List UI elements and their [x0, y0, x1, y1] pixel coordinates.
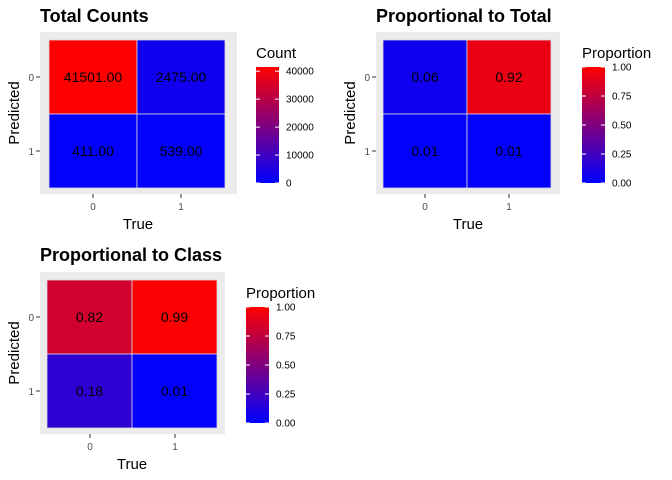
legend-title: Proportion [246, 285, 315, 302]
legend-tick-label: 10000 [286, 151, 314, 162]
color-legend: Proportion 0.00 0.25 0.50 0.75 1.00 [246, 285, 315, 430]
legend-tick-label: 0.50 [276, 361, 296, 372]
color-legend: Count 0 10000 20000 30000 40000 [256, 45, 314, 190]
legend-colorbar [256, 67, 279, 183]
legend-ticks: 0.00 0.25 0.50 0.75 1.00 [246, 303, 296, 430]
legend-colorbar [582, 67, 605, 183]
x-tick-label: 0 [422, 202, 428, 213]
heatmap-cell [46, 279, 133, 355]
legend-tick-label: 0.75 [612, 92, 632, 103]
y-axis-title: Predicted [6, 321, 23, 384]
cell-value-label: 0.01 [495, 143, 522, 159]
heatmap-cell [131, 353, 218, 429]
legend-tick-label: 0.25 [276, 390, 296, 401]
panel-title: Proportional to Total [376, 6, 552, 26]
heatmap-panel-proportional-to-class: Proportional to Class 0.82 0.99 0.18 0.01 0… [6, 245, 315, 473]
legend-tick-label: 30000 [286, 95, 314, 106]
legend-ticks: 0.00 0.25 0.50 0.75 1.00 [582, 63, 632, 190]
heatmap-cells: 41501.00 2475.00 411.00 539.00 [48, 39, 226, 189]
x-tick-label: 1 [506, 202, 512, 213]
heatmap-cell [466, 113, 552, 189]
cell-value-label: 0.01 [161, 383, 188, 399]
legend-tick-label: 0.00 [612, 179, 632, 190]
cell-value-label: 0.18 [76, 383, 103, 399]
x-tick-label: 1 [172, 442, 178, 453]
legend-tick-label: 0.25 [612, 150, 632, 161]
heatmap-cell [466, 39, 552, 115]
x-axis-title: True [123, 216, 153, 233]
heatmap-cells: 0.82 0.99 0.18 0.01 [46, 279, 218, 429]
legend-tick-label: 40000 [286, 67, 314, 78]
legend-tick-label: 1.00 [276, 303, 296, 314]
heatmap-cell [136, 39, 226, 115]
y-tick-label: 0 [28, 73, 34, 84]
heatmap-cell [48, 39, 138, 115]
heatmap-cell [48, 113, 138, 189]
y-tick-label: 1 [28, 147, 34, 158]
legend-tick-label: 20000 [286, 123, 314, 134]
x-tick-label: 1 [178, 202, 184, 213]
heatmap-cell [382, 113, 468, 189]
legend-tick-label: 1.00 [612, 63, 632, 74]
legend-ticks: 0 10000 20000 30000 40000 [256, 67, 314, 190]
legend-tick-label: 0 [286, 179, 292, 190]
cell-value-label: 0.06 [411, 69, 438, 85]
legend-title: Proportion [582, 45, 651, 62]
y-axis-title: Predicted [342, 81, 359, 144]
x-tick-label: 0 [87, 442, 93, 453]
y-tick-label: 1 [28, 387, 34, 398]
heatmap-cells: 0.06 0.92 0.01 0.01 [382, 39, 552, 189]
panel-title: Proportional to Class [40, 245, 222, 265]
color-legend: Proportion 0.00 0.25 0.50 0.75 1.00 [582, 45, 651, 190]
cell-value-label: 41501.00 [64, 69, 123, 85]
cell-value-label: 0.82 [76, 309, 103, 325]
x-axis-title: True [453, 216, 483, 233]
y-axis-title: Predicted [6, 81, 23, 144]
heatmap-panel-total-counts: Total Counts 41501.00 2475.00 411.00 539.00… [6, 6, 314, 233]
y-tick-label: 1 [364, 147, 370, 158]
legend-tick-label: 0.75 [276, 332, 296, 343]
heatmap-cell [46, 353, 133, 429]
panel-title: Total Counts [40, 6, 149, 26]
heatmap-panel-proportional-to-total: Proportional to Total 0.06 0.92 0.01 0.01 0… [342, 6, 651, 233]
cell-value-label: 0.01 [411, 143, 438, 159]
cell-value-label: 411.00 [72, 143, 114, 159]
y-tick-label: 0 [364, 73, 370, 84]
cell-value-label: 0.99 [161, 309, 188, 325]
cell-value-label: 2475.00 [156, 69, 207, 85]
legend-colorbar [246, 307, 269, 423]
legend-tick-label: 0.00 [276, 419, 296, 430]
cell-value-label: 539.00 [160, 143, 203, 159]
heatmap-cell [382, 39, 468, 115]
heatmap-cell [131, 279, 218, 355]
y-tick-label: 0 [28, 313, 34, 324]
cell-value-label: 0.92 [495, 69, 522, 85]
x-axis-title: True [117, 456, 147, 473]
legend-title: Count [256, 45, 297, 62]
heatmap-cell [136, 113, 226, 189]
legend-tick-label: 0.50 [612, 121, 632, 132]
x-tick-label: 0 [90, 202, 96, 213]
